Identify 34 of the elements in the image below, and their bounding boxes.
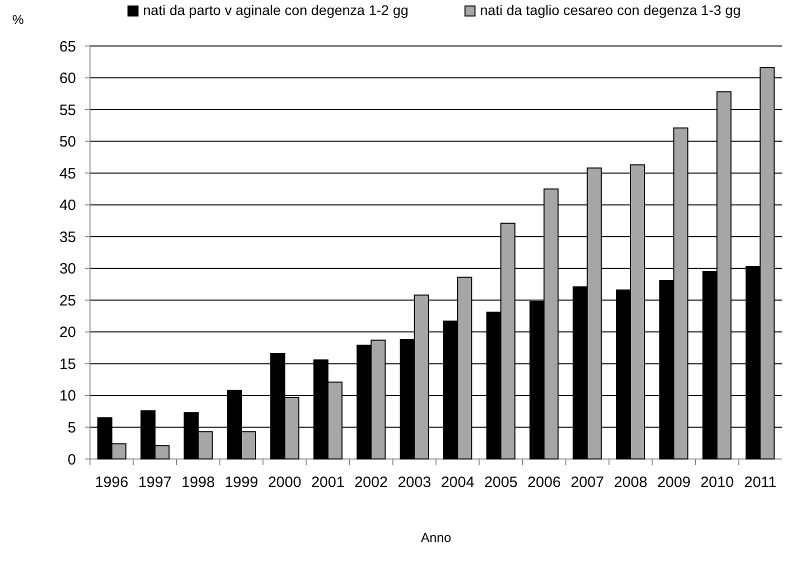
x-tick-label: 1998	[181, 474, 215, 491]
x-tick-label: 2001	[311, 474, 345, 491]
y-tick-label: 20	[59, 324, 76, 342]
x-tick-label: 2006	[527, 474, 561, 491]
x-tick-label: 2008	[614, 474, 648, 491]
y-tick-label: 10	[59, 388, 76, 405]
y-tick-label: 45	[59, 165, 76, 182]
y-tick-label: 65	[59, 38, 76, 56]
x-tick-label: 2005	[484, 474, 518, 491]
y-tick-label: 50	[59, 134, 76, 151]
legend-label: nati da parto v aginale con degenza 1-2 gg	[143, 2, 408, 18]
x-tick-label: 2009	[657, 474, 691, 491]
x-tick-label: 2003	[398, 474, 432, 491]
x-tick-label: 1996	[94, 474, 128, 491]
y-tick-label: 35	[59, 228, 76, 246]
y-tick-label: 15	[59, 356, 76, 373]
y-tick-label: 60	[59, 70, 76, 88]
x-tick-label: 1999	[224, 474, 258, 491]
y-tick-label: 5	[68, 419, 76, 436]
y-tick-label: 40	[59, 197, 76, 214]
x-tick-label: 2010	[700, 474, 734, 491]
x-tick-label: 2002	[354, 474, 388, 491]
x-tick-label: 2011	[744, 474, 777, 491]
x-tick-label: 2007	[570, 474, 604, 491]
x-tick-label: 1997	[138, 474, 172, 491]
y-tick-label: 0	[68, 451, 76, 468]
y-tick-label: 55	[59, 102, 76, 119]
y-tick-label: 30	[59, 260, 76, 278]
legend-label: nati da taglio cesareo con degenza 1-3 gg	[480, 2, 741, 18]
x-tick-label: 2004	[440, 474, 474, 491]
y-tick-label: 25	[59, 292, 76, 310]
y-axis-title: %	[12, 12, 24, 27]
x-axis-title: Anno	[420, 530, 452, 545]
x-tick-label: 2000	[268, 474, 302, 491]
